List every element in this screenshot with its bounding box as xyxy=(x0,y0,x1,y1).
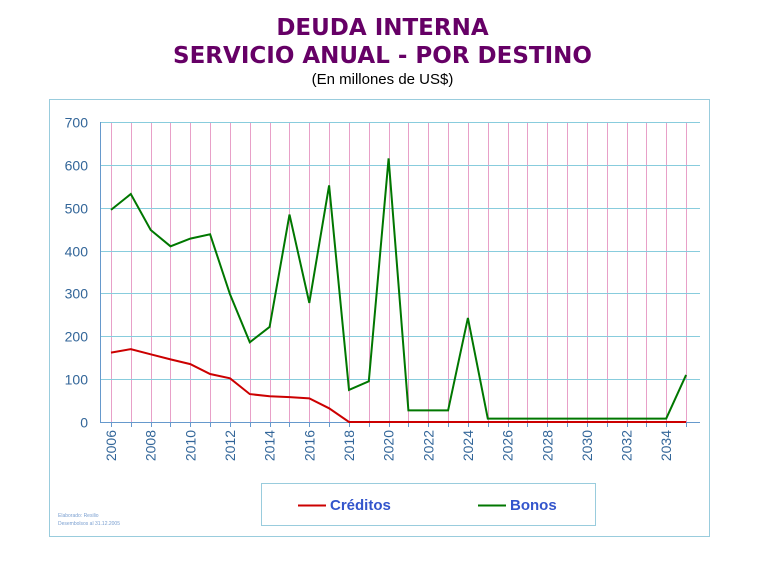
x-tick-label: 2016 xyxy=(301,430,317,461)
y-tick-label: 400 xyxy=(65,244,89,260)
chart-subtitle: SERVICIO ANUAL - POR DESTINO xyxy=(173,43,592,69)
y-tick-label: 300 xyxy=(65,286,89,302)
x-tick-label: 2010 xyxy=(182,430,198,461)
footer-credit: Elaborado: Resilio xyxy=(58,513,99,519)
x-tick-label: 2020 xyxy=(381,430,397,461)
chart-frame xyxy=(49,99,710,537)
chart-title: DEUDA INTERNA xyxy=(276,15,489,41)
x-tick-label: 2012 xyxy=(222,430,238,461)
x-tick-label: 2022 xyxy=(420,430,436,461)
footer-date: Desembolsos al 31.12.2005 xyxy=(58,521,120,527)
legend-label-creditos: Créditos xyxy=(330,497,391,514)
chart-title-block: DEUDA INTERNA SERVICIO ANUAL - POR DESTI… xyxy=(0,14,765,90)
y-tick-label: 200 xyxy=(65,329,89,345)
y-tick-label: 0 xyxy=(80,415,88,431)
y-tick-label: 600 xyxy=(65,158,89,174)
x-tick-label: 2034 xyxy=(658,430,674,461)
y-tick-label: 100 xyxy=(65,372,89,388)
x-tick-label: 2028 xyxy=(539,430,555,461)
series-line-creditos xyxy=(110,348,687,423)
x-tick-label: 2032 xyxy=(619,430,635,461)
x-tick-label: 2026 xyxy=(500,430,516,461)
x-tick-label: 2018 xyxy=(341,430,357,461)
y-tick-label: 500 xyxy=(65,201,89,217)
x-tick-label: 2030 xyxy=(579,430,595,461)
x-tick-label: 2024 xyxy=(460,430,476,461)
chart-units: (En millones de US$) xyxy=(311,71,454,88)
x-tick-label: 2006 xyxy=(103,430,119,461)
x-tick-label: 2008 xyxy=(143,430,159,461)
series-line-bonos xyxy=(110,158,688,420)
y-tick-label: 700 xyxy=(65,115,89,131)
legend-label-bonos: Bonos xyxy=(510,497,557,514)
x-tick-label: 2014 xyxy=(262,430,278,461)
